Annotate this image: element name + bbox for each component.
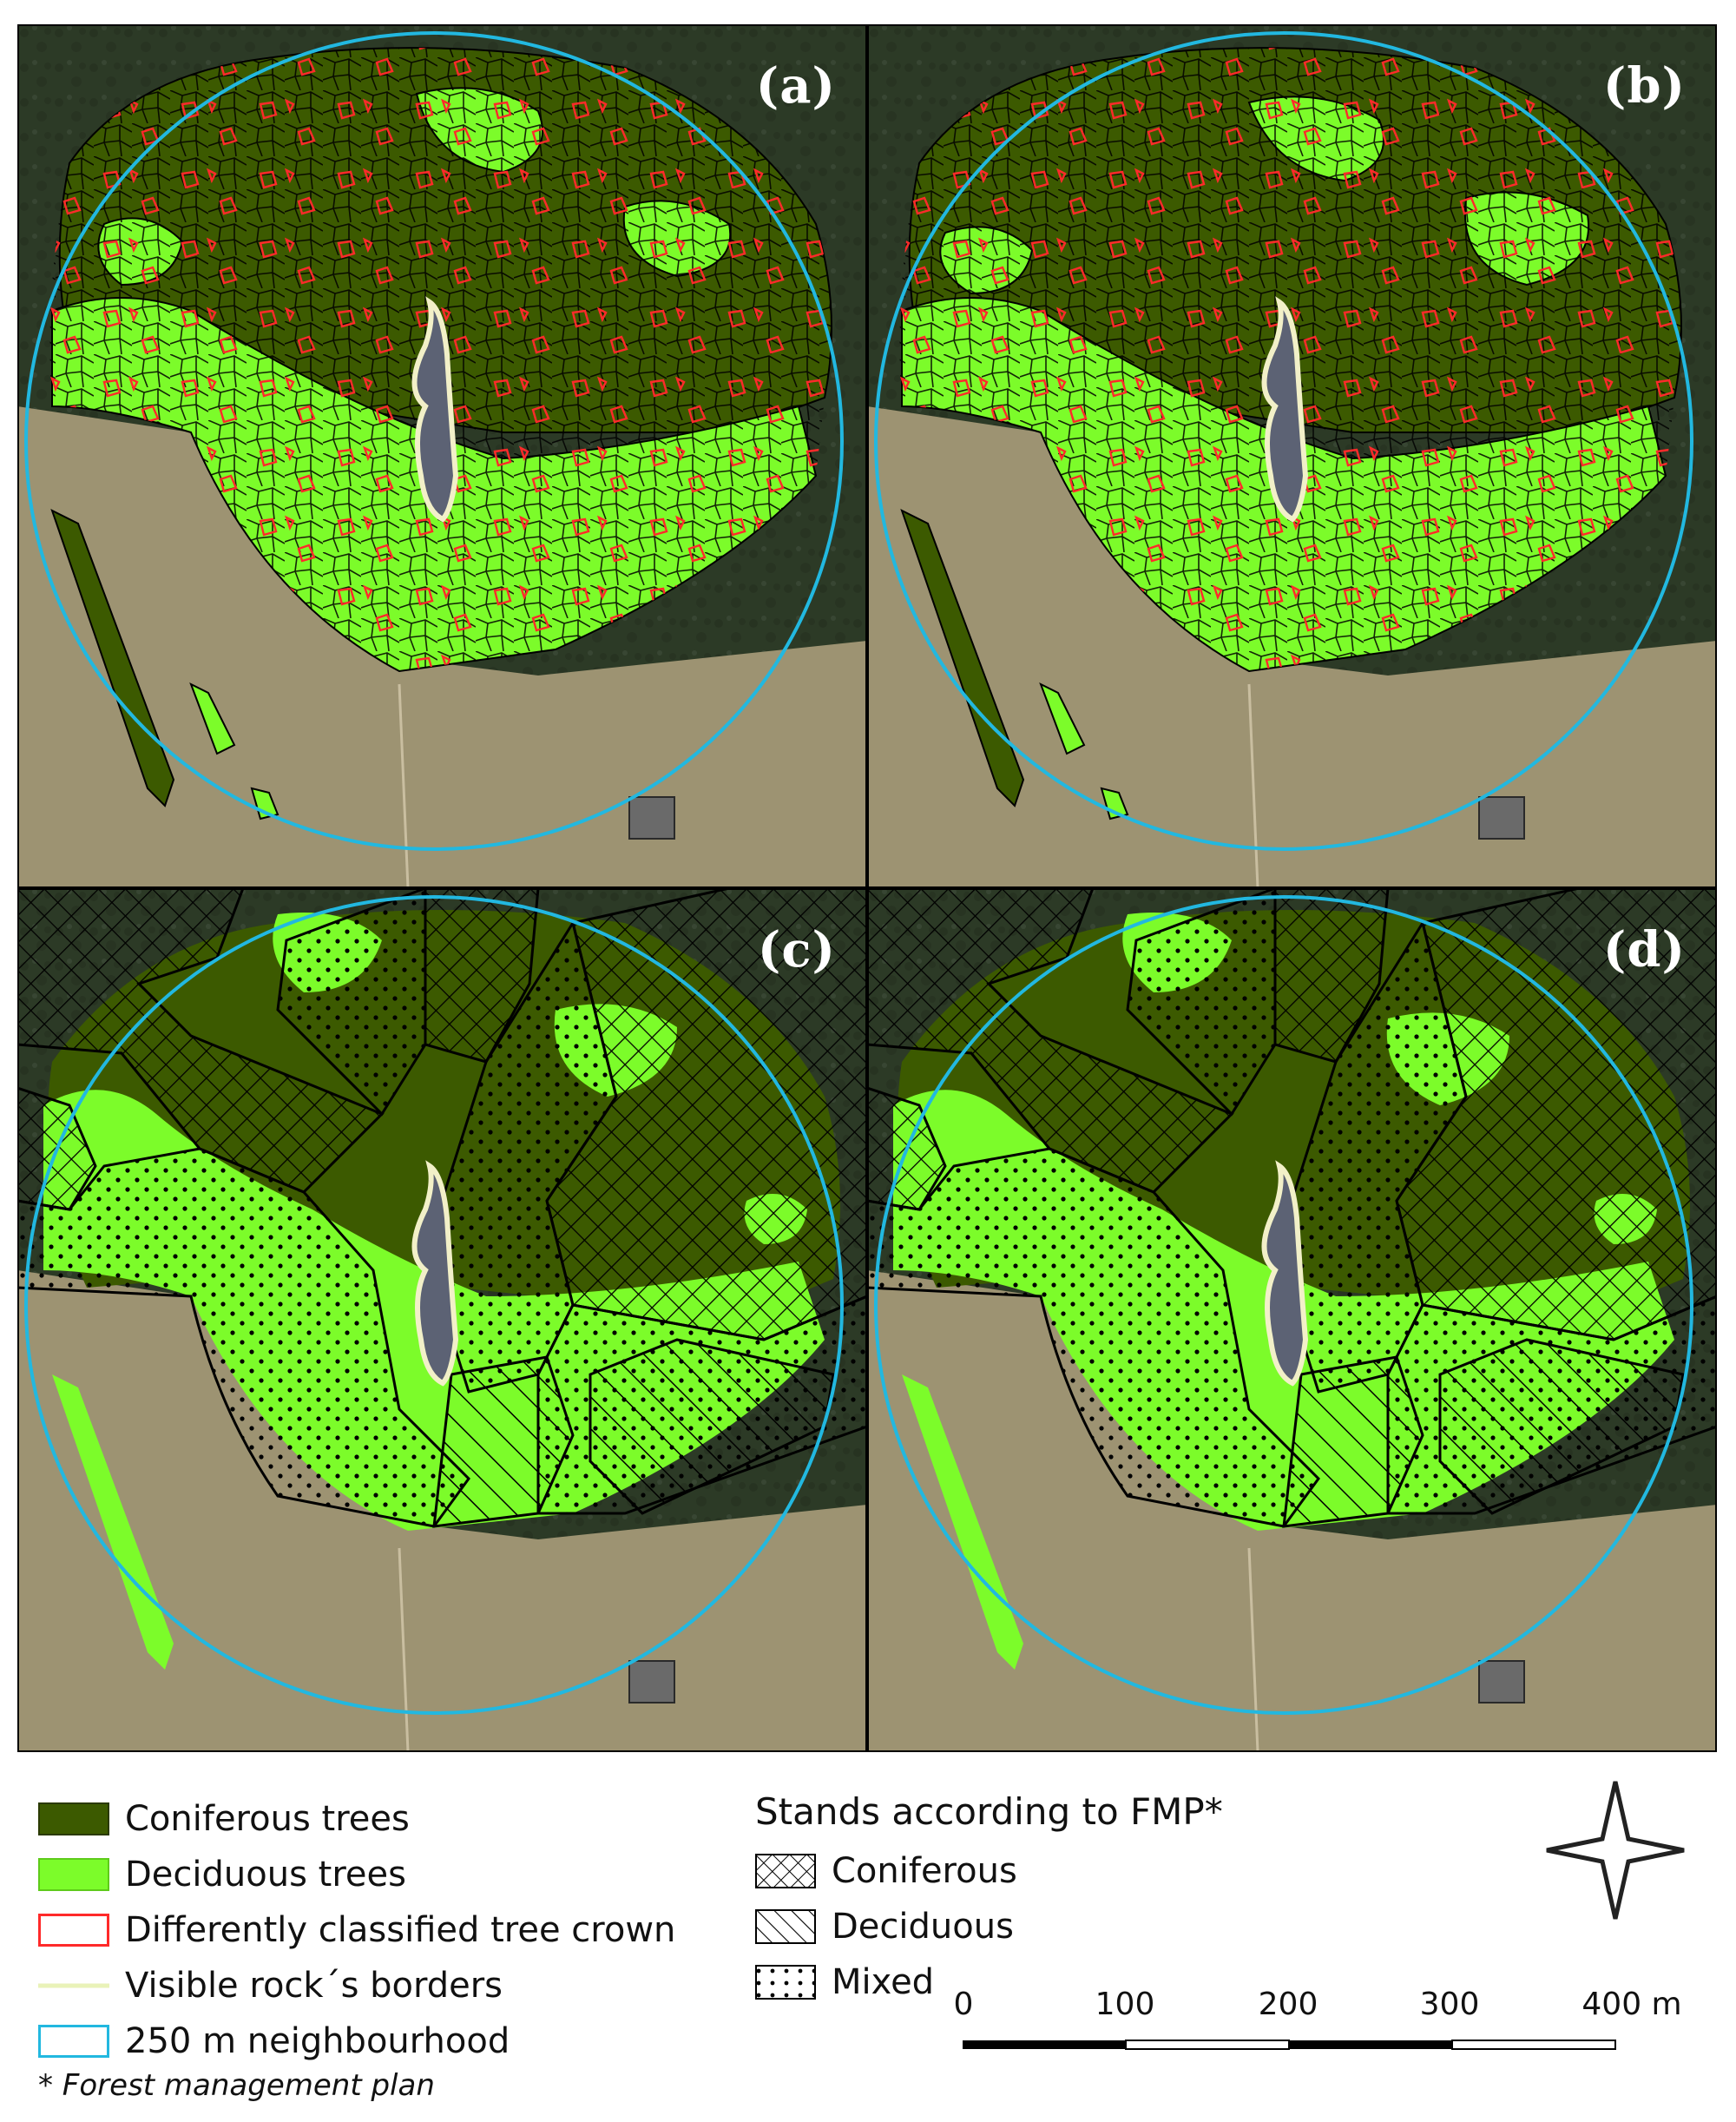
panel-c-map [17, 888, 867, 1752]
panel-d-stand-deciduous-s [1282, 1355, 1424, 1528]
panel-d-stand-mixed-w [867, 1147, 1320, 1528]
crosshatch-swatch [755, 1854, 816, 1888]
map-panel-d: (d) [867, 888, 1717, 1752]
legend-label-deciduous: Deciduous trees [125, 1855, 406, 1895]
legend: Coniferous trees Deciduous trees Differe… [0, 1763, 1736, 2122]
north-arrow-star-icon [1546, 1781, 1685, 1920]
scale-tick-200: 200 [1258, 1987, 1318, 2022]
panel-d-neighbourhood-circle [874, 895, 1693, 1715]
scale-tick-100: 100 [1095, 1987, 1155, 2022]
legend-label-neighbourhood: 250 m neighbourhood [125, 2021, 510, 2061]
fmp-label-deciduous: Deciduous [832, 1907, 1014, 1947]
panel-a-map [17, 24, 867, 888]
fmp-item-deciduous: Deciduous [755, 1905, 1014, 1948]
panel-c-stand-mixed-w [17, 1147, 470, 1528]
panel-c-tree-strip [52, 1374, 174, 1670]
panel-b-map [867, 24, 1717, 888]
legend-label-coniferous: Coniferous trees [125, 1799, 410, 1839]
rock-border-swatch [38, 1969, 109, 2002]
panel-d-frame [867, 888, 1717, 1752]
panel-c-rock [411, 1160, 459, 1387]
legend-label-rock-border: Visible rock´s borders [125, 1966, 503, 2006]
panel-b-neighbourhood-circle [874, 31, 1693, 851]
panel-a-rock [411, 296, 459, 523]
map-panel-c: (c) [17, 888, 867, 1752]
differently-classified-swatch [38, 1914, 109, 1947]
legend-item-coniferous: Coniferous trees [38, 1797, 410, 1841]
legend-item-rock-border: Visible rock´s borders [38, 1964, 503, 2007]
map-grid: (a) (b) [17, 24, 1717, 1752]
panel-a-tree-strip [50, 509, 175, 807]
map-panel-b: (b) [867, 24, 1717, 888]
panel-d-building [1478, 1660, 1525, 1704]
panel-a-meadow [17, 406, 867, 888]
panel-a-frame [17, 24, 867, 888]
panel-b-label: (b) [1602, 57, 1686, 115]
footnote: * Forest management plan [38, 2068, 435, 2103]
diagonal-swatch [755, 1909, 816, 1944]
panel-c-neighbourhood-circle [24, 895, 844, 1715]
legend-item-differently-classified: Differently classified tree crown [38, 1908, 675, 1952]
panel-a-label: (a) [755, 57, 836, 115]
legend-label-differently-classified: Differently classified tree crown [125, 1910, 676, 1950]
fmp-label-mixed: Mixed [832, 1962, 935, 2002]
map-panel-a: (a) [17, 24, 867, 888]
panel-a-meadow-path [398, 683, 410, 888]
fmp-item-mixed: Mixed [755, 1961, 934, 2004]
panel-d-label: (d) [1602, 921, 1686, 979]
deciduous-swatch [38, 1858, 109, 1891]
panel-c-stand-deciduous-s [432, 1355, 575, 1528]
panel-d-rock [1261, 1160, 1309, 1387]
panel-c-frame [17, 888, 867, 1752]
panel-d-tree-strip [902, 1374, 1023, 1670]
panel-b-frame [867, 24, 1717, 888]
fmp-legend-title: Stands according to FMP* [755, 1790, 1223, 1833]
panel-b-meadow-path [1247, 683, 1259, 888]
neighbourhood-swatch [38, 2025, 109, 2058]
panel-b-rock [1261, 296, 1309, 523]
panel-a-neighbourhood-circle [24, 31, 844, 851]
scale-tick-300: 300 [1419, 1987, 1480, 2022]
legend-item-neighbourhood: 250 m neighbourhood [38, 2020, 510, 2063]
panel-c-building [628, 1660, 675, 1704]
legend-item-deciduous: Deciduous trees [38, 1853, 406, 1896]
scale-bar [963, 2040, 1616, 2050]
scale-tick-0: 0 [953, 1987, 974, 2022]
panel-a-building [628, 796, 675, 840]
panel-d-meadow-path [1247, 1547, 1259, 1752]
panel-c-meadow-path [398, 1547, 410, 1752]
panel-b-building [1478, 796, 1525, 840]
coniferous-swatch [38, 1802, 109, 1835]
panel-c-label: (c) [757, 921, 836, 979]
fmp-item-coniferous: Coniferous [755, 1849, 1017, 1893]
rock-border-swatch-line [38, 1983, 109, 1988]
scale-tick-400: 400 m [1581, 1987, 1682, 2022]
panel-b-meadow [867, 406, 1717, 888]
panel-d-map [867, 888, 1717, 1752]
panel-b-tree-strip [900, 509, 1025, 807]
fmp-label-coniferous: Coniferous [832, 1851, 1017, 1891]
dots-swatch [755, 1965, 816, 2000]
